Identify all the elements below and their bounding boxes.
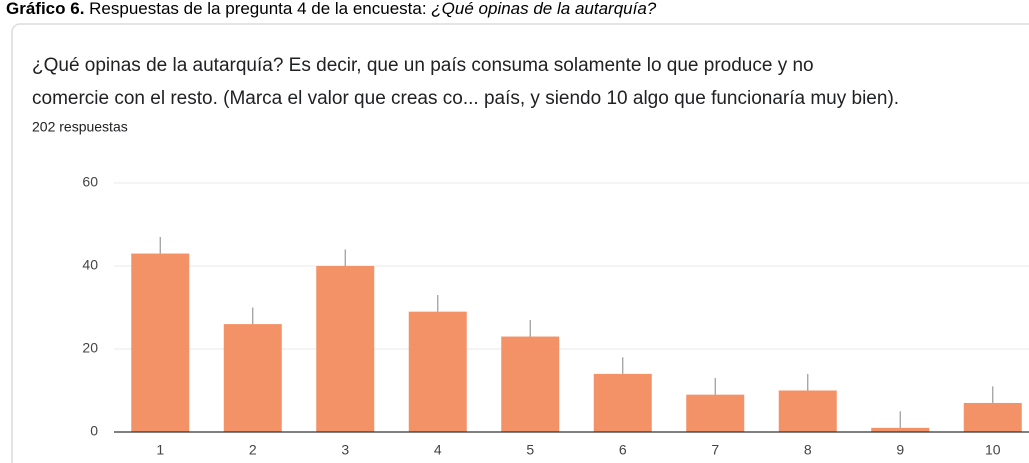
caption-text: Respuestas de la pregunta 4 de la encues… [89, 0, 426, 18]
bar [316, 266, 375, 432]
x-tick-label: 4 [434, 442, 442, 458]
bar [871, 427, 930, 432]
x-tick-label: 6 [619, 442, 627, 458]
question-line: comercie con el resto. (Marca el valor q… [32, 88, 899, 109]
bar [963, 402, 1022, 432]
y-tick-label: 0 [90, 423, 98, 439]
x-tick-label: 7 [711, 442, 719, 458]
y-tick-label: 20 [82, 340, 98, 356]
bar [593, 373, 652, 432]
x-tick-label: 1 [156, 442, 164, 458]
x-tick-label: 8 [804, 442, 812, 458]
question-line: ¿Qué opinas de la autarquía? Es decir, q… [32, 55, 814, 76]
bar [223, 324, 282, 432]
x-tick-label: 3 [341, 442, 349, 458]
y-tick-label: 40 [82, 257, 98, 273]
x-tick-label: 5 [526, 442, 534, 458]
x-tick-label: 10 [985, 442, 1001, 458]
response-count: 202 respuestas [32, 119, 128, 135]
x-tick-label: 2 [249, 442, 257, 458]
caption: Gráfico 6. Respuestas de la pregunta 4 d… [6, 0, 657, 18]
bar [501, 336, 560, 432]
bar [408, 311, 467, 432]
bar [131, 253, 190, 432]
bar [686, 394, 745, 432]
bar [778, 390, 837, 432]
caption-label: Gráfico 6. [6, 0, 84, 18]
caption-question: ¿Qué opinas de la autarquía? [431, 0, 656, 18]
y-tick-label: 60 [82, 174, 98, 190]
x-tick-label: 9 [896, 442, 904, 458]
